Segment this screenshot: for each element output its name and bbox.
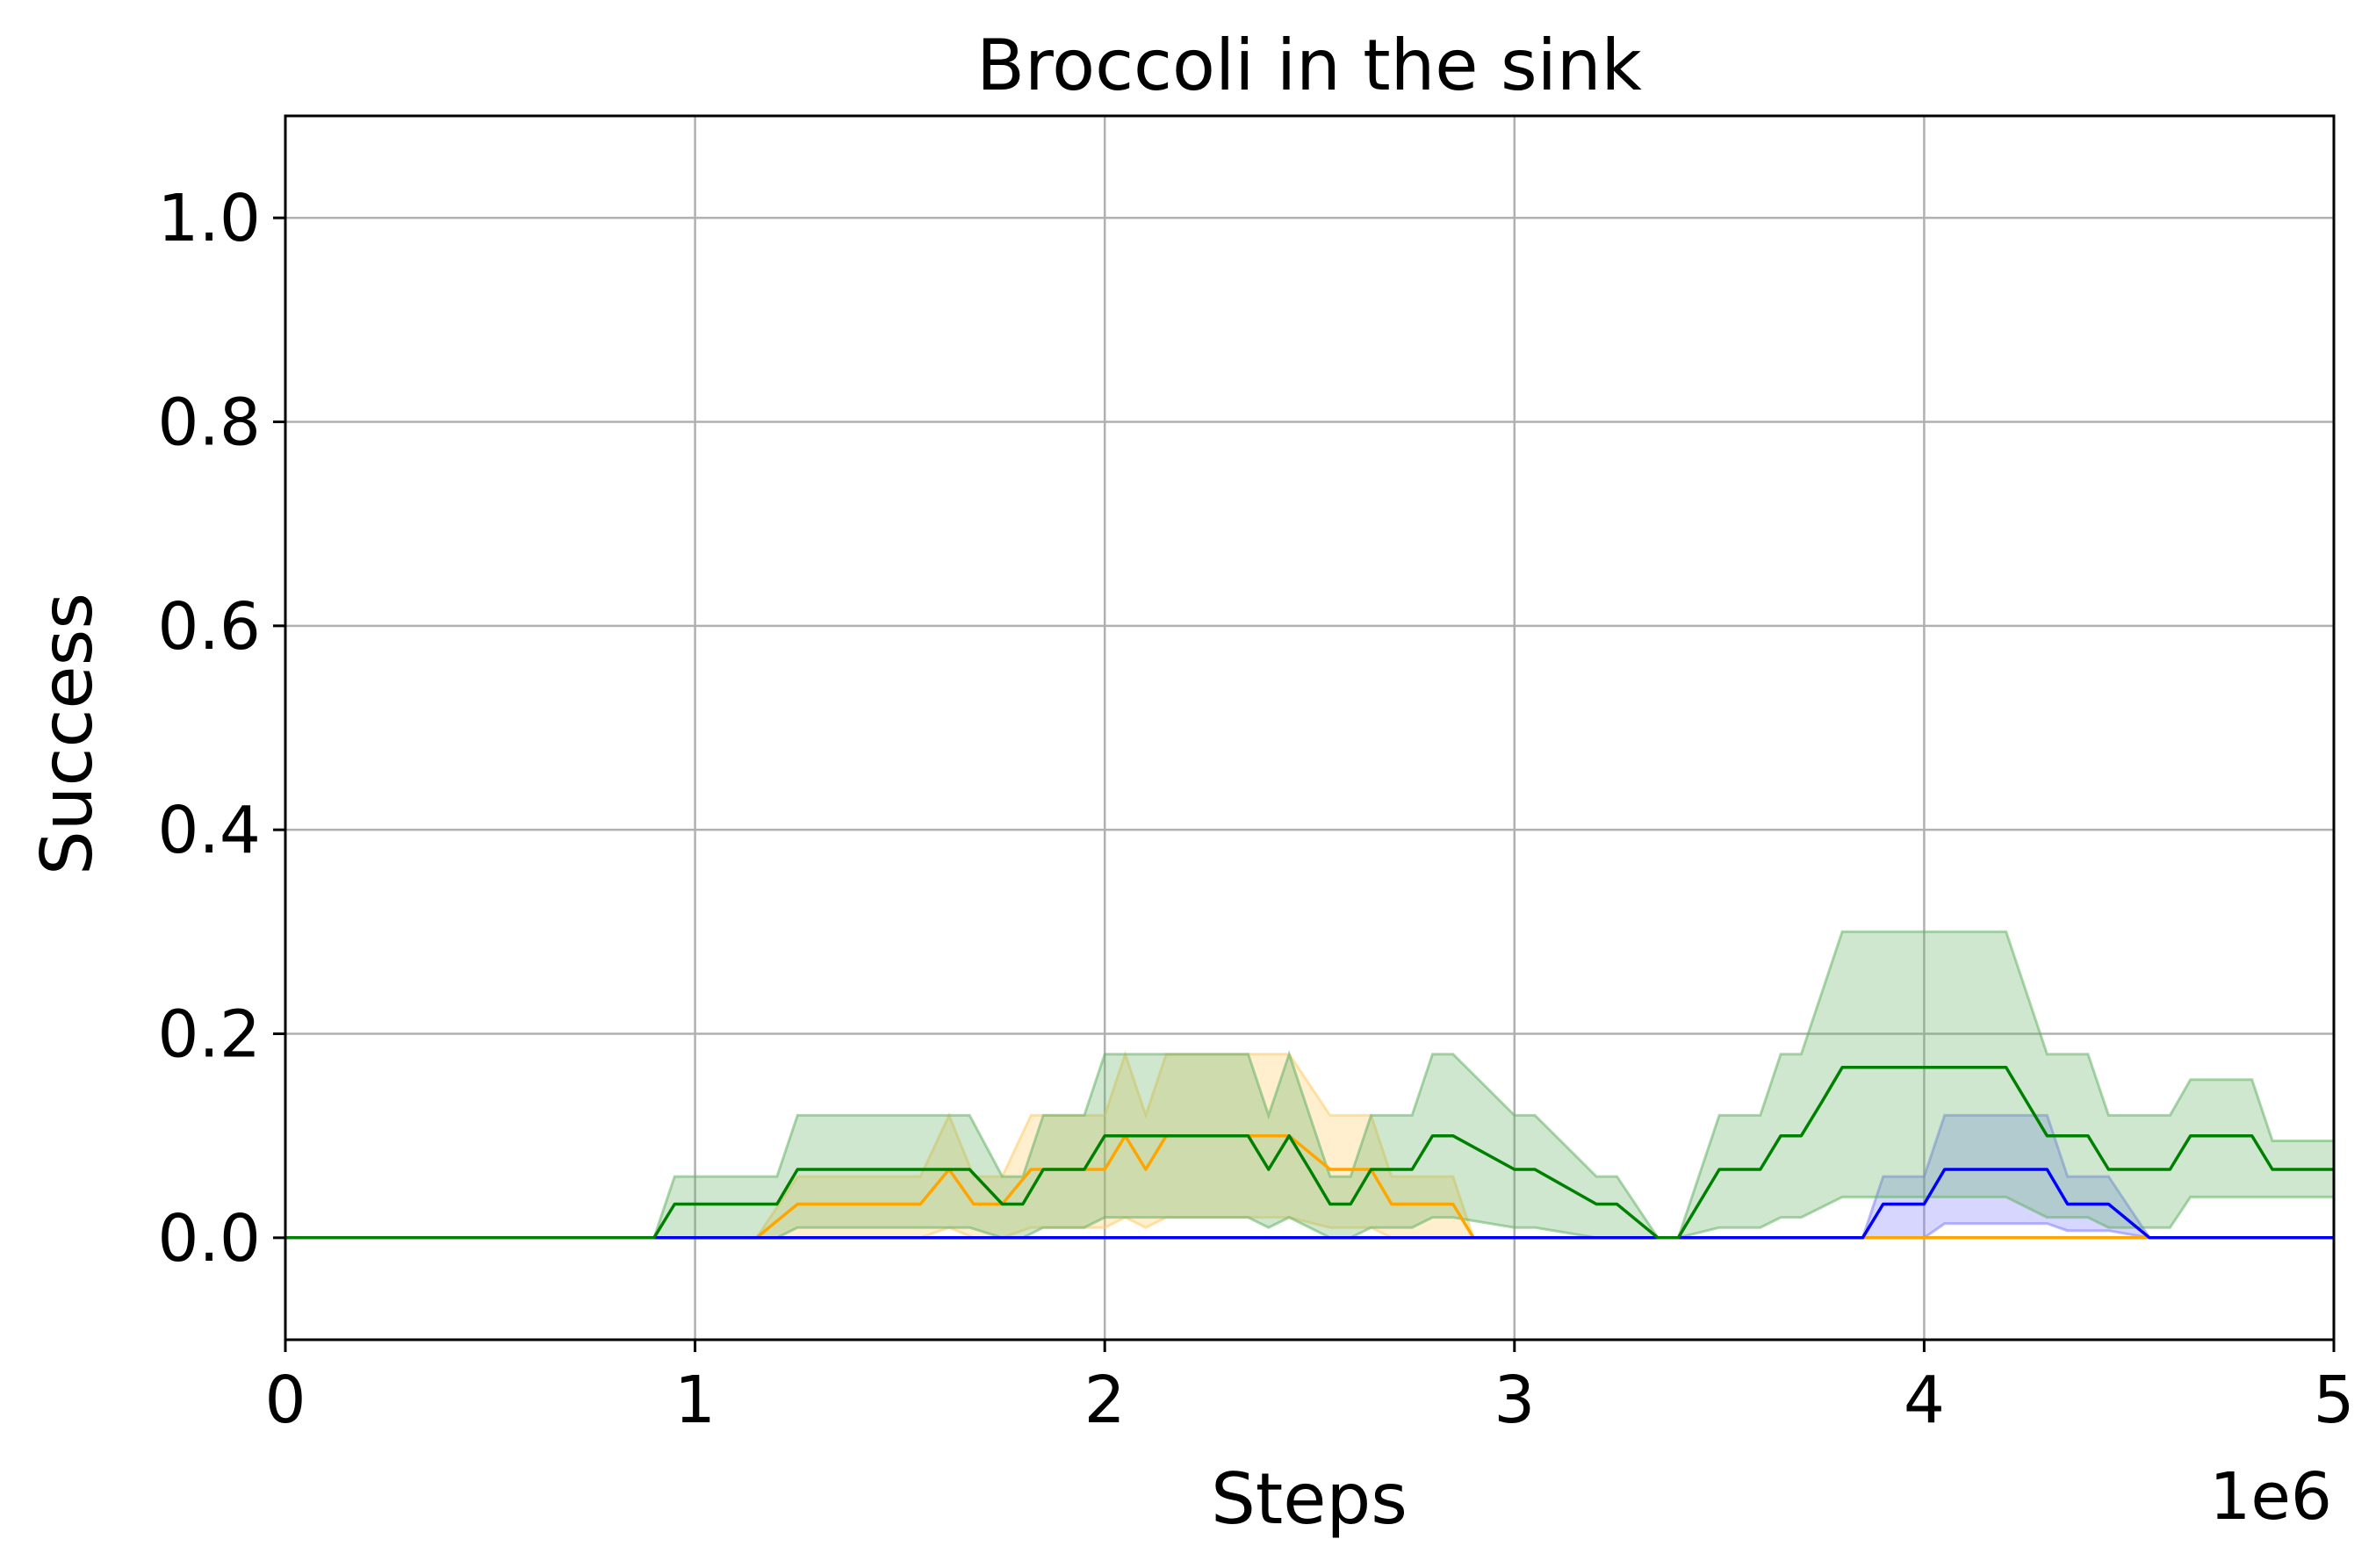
series-2-line [285, 1066, 2334, 1240]
x-axis-label: Steps [1211, 1458, 1408, 1540]
y-tick-label: 0.8 [157, 385, 261, 461]
series-1-band [285, 1113, 2334, 1240]
x-tick-label: 2 [1084, 1363, 1126, 1438]
x-tick-label: 0 [264, 1363, 306, 1438]
confidence-bands [285, 930, 2336, 1240]
x-axis-ticks: 0 1 2 3 4 5 [264, 1340, 2355, 1438]
y-axis-label: Success [26, 593, 108, 875]
x-tick-label: 4 [1904, 1363, 1945, 1438]
x-tick-label: 5 [2313, 1363, 2354, 1438]
y-tick-label: 0.6 [157, 589, 261, 665]
y-tick-label: 0.0 [157, 1201, 261, 1277]
y-tick-label: 0.2 [157, 997, 261, 1073]
y-tick-label: 0.4 [157, 793, 261, 868]
chart-title: Broccoli in the sink [976, 25, 1642, 106]
x-tick-label: 3 [1494, 1363, 1535, 1438]
series-0-line [285, 1133, 2334, 1240]
y-axis-ticks: 0.0 0.2 0.4 0.6 0.8 1.0 [157, 181, 285, 1277]
x-tick-label: 1 [674, 1363, 716, 1438]
x-axis-offset-label: 1e6 [2209, 1459, 2332, 1535]
series-lines [285, 1066, 2334, 1240]
plot-frame [284, 114, 2336, 1341]
y-tick-label: 1.0 [157, 181, 261, 256]
series-1-line [285, 1168, 2334, 1240]
